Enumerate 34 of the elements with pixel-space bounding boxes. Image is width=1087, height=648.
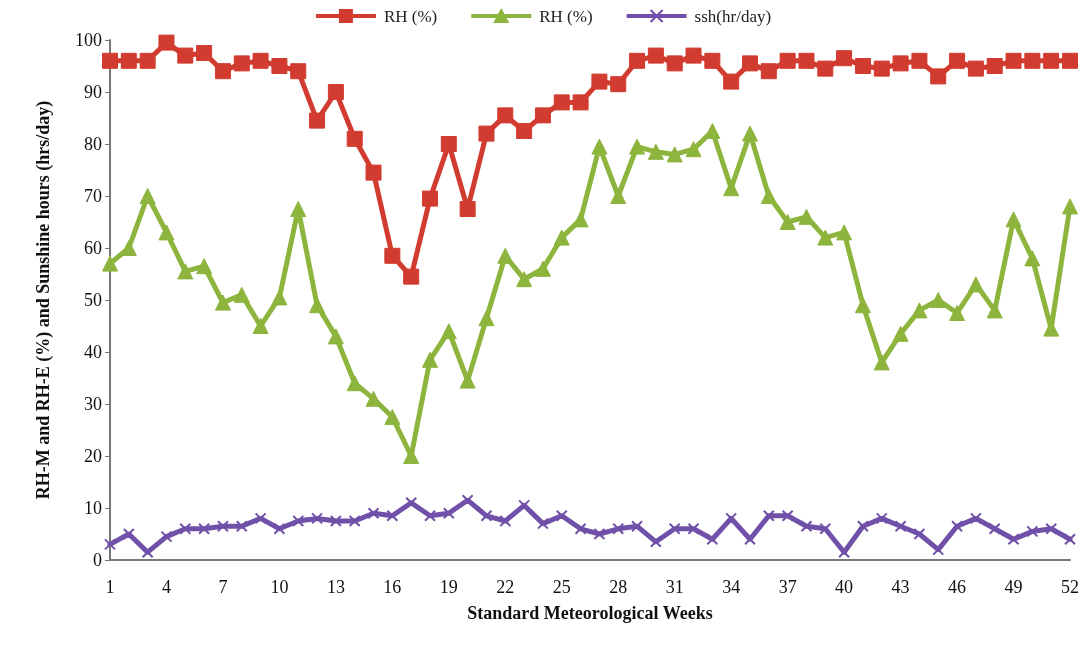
y-tick-label: 90 xyxy=(84,82,102,102)
x-tick-label: 10 xyxy=(270,577,289,597)
legend-label: ssh(hr/day) xyxy=(694,6,772,26)
x-tick-label: 46 xyxy=(948,577,967,597)
x-tick-label: 7 xyxy=(218,577,228,597)
x-tick-label: 13 xyxy=(326,577,345,597)
y-tick-label: 80 xyxy=(84,134,102,154)
x-tick-label: 37 xyxy=(778,577,797,597)
y-tick-label: 30 xyxy=(84,394,102,414)
x-tick-label: 22 xyxy=(496,577,515,597)
x-tick-label: 49 xyxy=(1004,577,1023,597)
x-tick-label: 1 xyxy=(105,577,115,597)
legend-label: RH (%) xyxy=(383,6,438,26)
y-axis-title: RH-M and RH-E (%) and Sunshine hours (hrs/day) xyxy=(33,100,54,500)
y-tick-label: 10 xyxy=(84,498,102,518)
y-tick-label: 20 xyxy=(84,446,102,466)
y-tick-label: 60 xyxy=(84,238,102,258)
legend-label: RH (%) xyxy=(539,6,593,26)
x-tick-label: 40 xyxy=(835,577,854,597)
y-tick-label: 0 xyxy=(93,550,102,570)
x-tick-label: 43 xyxy=(891,577,910,597)
x-tick-label: 28 xyxy=(609,577,628,597)
x-tick-label: 16 xyxy=(383,577,402,597)
x-tick-label: 52 xyxy=(1061,577,1079,597)
x-tick-label: 19 xyxy=(439,577,458,597)
x-tick-label: 25 xyxy=(552,577,571,597)
y-tick-label: 100 xyxy=(75,30,102,50)
x-axis-title: Standard Meteorological Weeks xyxy=(467,603,713,623)
y-tick-label: 50 xyxy=(84,290,102,310)
x-tick-label: 4 xyxy=(161,577,171,597)
x-tick-label: 31 xyxy=(665,577,684,597)
y-tick-label: 40 xyxy=(84,342,102,362)
x-tick-label: 34 xyxy=(722,577,741,597)
y-tick-label: 70 xyxy=(84,186,102,206)
